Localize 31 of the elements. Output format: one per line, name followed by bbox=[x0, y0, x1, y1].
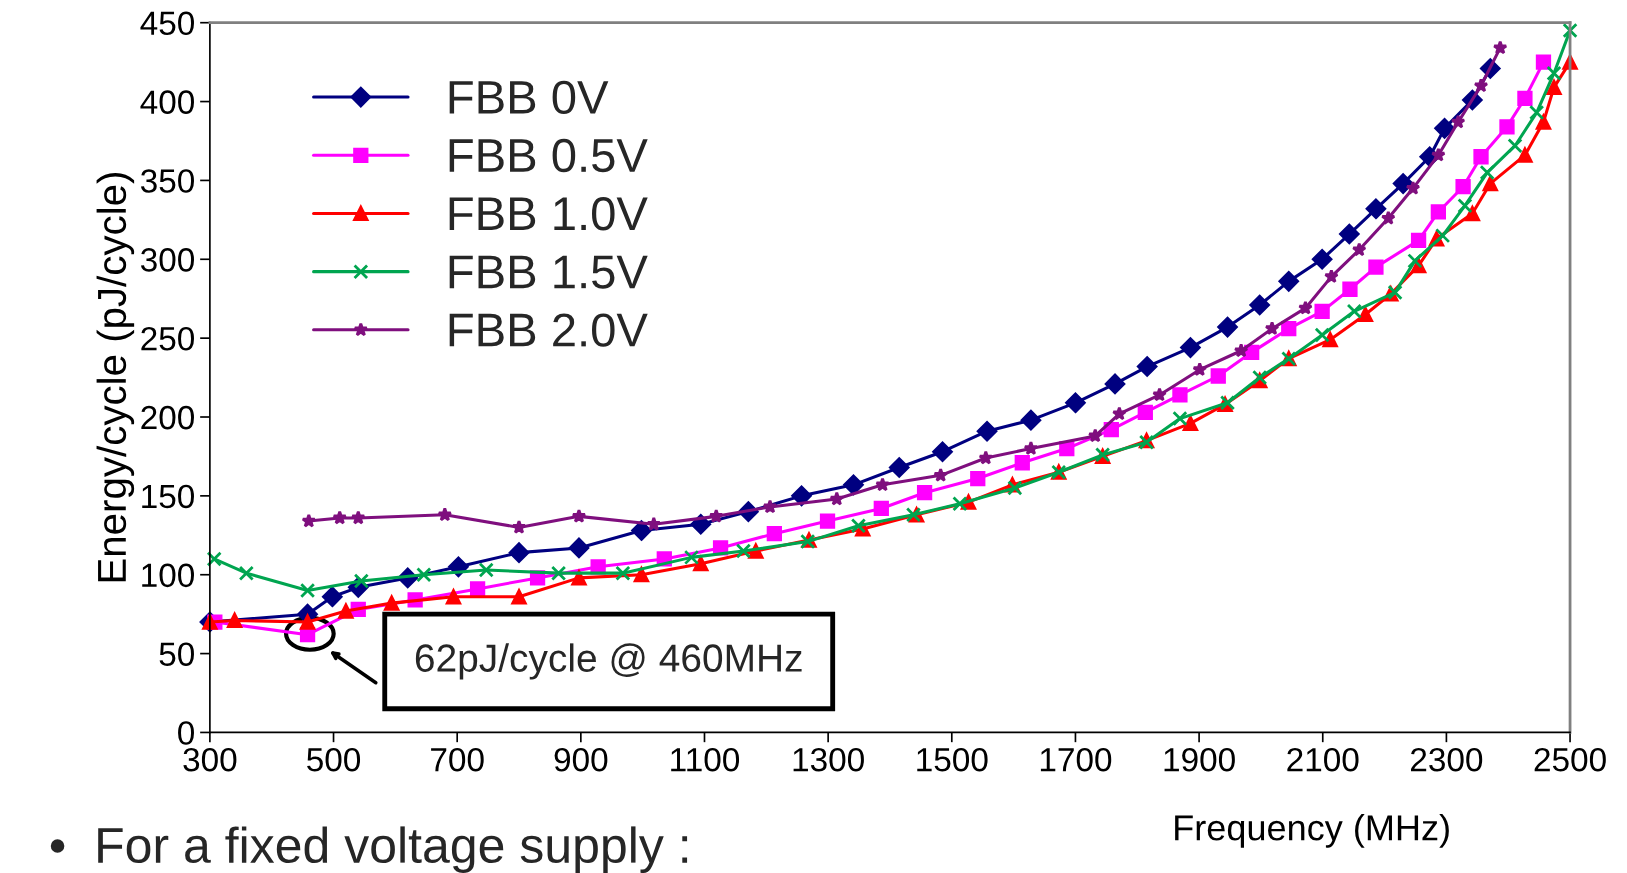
legend-label: FBB 0.5V bbox=[449, 138, 648, 173]
x-tick-label: 2300 bbox=[1411, 747, 1483, 772]
y-tick-label: 300 bbox=[140, 248, 194, 272]
y-tick-label: 200 bbox=[141, 405, 194, 430]
y-tick-label: 250 bbox=[141, 326, 194, 351]
x-tick-label: 1100 bbox=[671, 747, 740, 772]
y-tick-label: 400 bbox=[140, 90, 194, 114]
y-tick-label: 0 bbox=[178, 721, 194, 745]
legend-label: FBB 0V bbox=[449, 80, 609, 115]
y-tick-label: 350 bbox=[140, 169, 194, 193]
x-axis-title: Frequency (MHz) bbox=[1175, 814, 1449, 848]
x-tick-label: 1900 bbox=[1164, 747, 1235, 772]
legend-label: FBB 2.0V bbox=[449, 313, 648, 347]
x-tick-label: 900 bbox=[554, 747, 608, 772]
x-tick-label: 1300 bbox=[793, 747, 864, 772]
text: • For a fixed voltage supply : bbox=[50, 826, 688, 873]
x-tick-label: 1500 bbox=[917, 747, 988, 772]
legend-label: FBB 1.0V bbox=[449, 197, 648, 231]
y-tick-label: 50 bbox=[159, 642, 194, 666]
x-tick-label: 2100 bbox=[1287, 747, 1359, 772]
x-tick-label: 500 bbox=[307, 747, 361, 772]
x-tick-label: 1700 bbox=[1040, 747, 1112, 772]
annotation: 62pJ/cycle @ 460MHz bbox=[415, 643, 802, 680]
y-tick-label: 100 bbox=[142, 563, 194, 588]
x-tick-label: 300 bbox=[183, 747, 237, 772]
x-tick-label: 2500 bbox=[1534, 747, 1606, 772]
legend-label: FBB 1.5V bbox=[449, 255, 648, 289]
y-tick-label: 450 bbox=[140, 11, 194, 36]
x-tick-label: 700 bbox=[431, 747, 484, 772]
y-axis-title: Energy/cycle (pJ/cycle) bbox=[96, 173, 135, 582]
y-tick-label: 150 bbox=[142, 484, 194, 509]
